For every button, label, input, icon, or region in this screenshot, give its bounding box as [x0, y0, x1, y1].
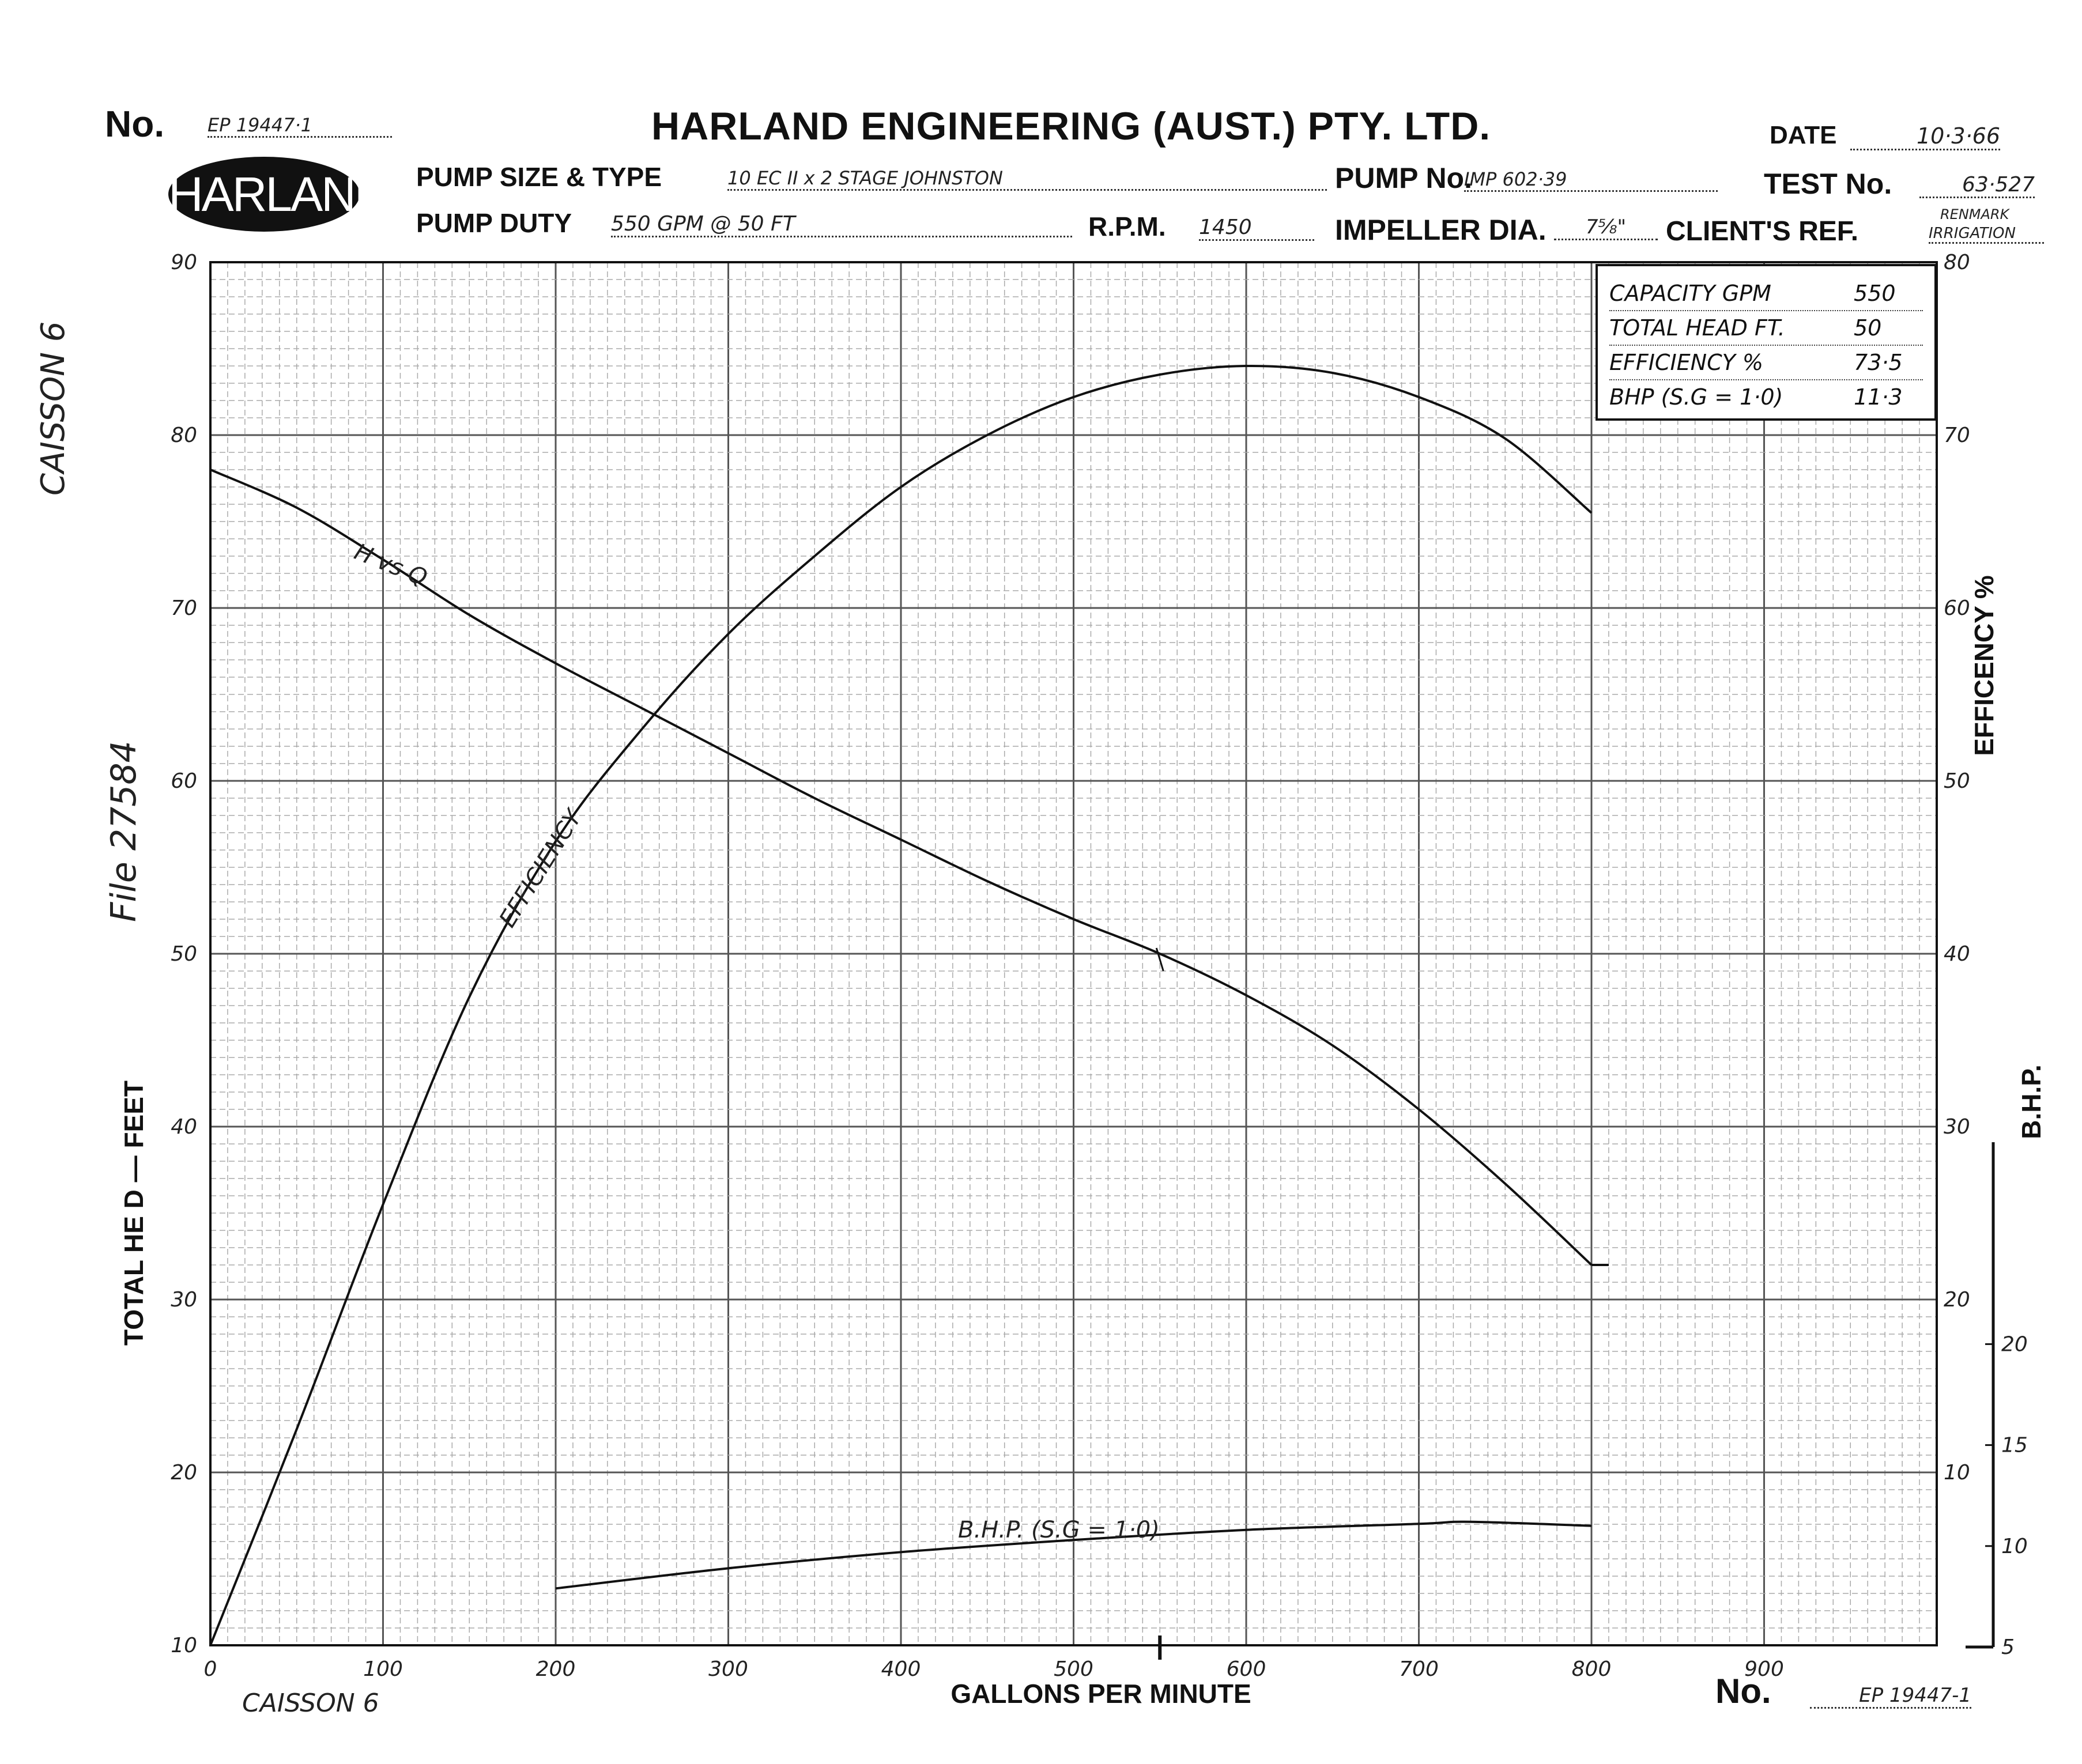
bhp-curve-label: B.H.P. (S.G = 1·0) [958, 1517, 1160, 1543]
x-tick-label: 300 [708, 1657, 748, 1681]
y-tick-label: 50 [171, 942, 197, 966]
bhp-tick-label: 10 [2001, 1535, 2028, 1558]
x-tick-label: 200 [536, 1657, 576, 1681]
y-tick-label: 20 [171, 1461, 197, 1485]
bhp-curve [555, 1520, 1592, 1590]
duty-table: CAPACITY GPM 550 TOTAL HEAD FT. 50 EFFICIE… [1596, 264, 1937, 421]
duty-row-bhp: BHP (S.G = 1·0) 11·3 [1609, 380, 1923, 414]
x-axis-title: GALLONS PER MINUTE [951, 1679, 1251, 1709]
chart-grid [209, 261, 1938, 1646]
bhp-axis: 5 10 15 20 [1966, 1142, 2028, 1659]
doc-number-label: No. [105, 103, 165, 145]
y3-axis-title: B.H.P. [2016, 1064, 2046, 1139]
x-tick-label: 400 [881, 1657, 921, 1681]
test-no-label: TEST No. [1764, 168, 1892, 200]
y-tick-label: 90 [171, 251, 197, 274]
y2-tick-label: 20 [1944, 1288, 1970, 1312]
x-tick-label: 900 [1744, 1657, 1784, 1681]
x-tick-label: 600 [1227, 1657, 1266, 1681]
bhp-tick-label: 15 [2001, 1434, 2028, 1457]
duty-label: EFFICIENCY % [1609, 350, 1764, 375]
company-title: HARLAND ENGINEERING (AUST.) PTY. LTD. [651, 104, 1491, 148]
client-ref-value-line2: IRRIGATION [1929, 225, 2044, 244]
rpm-value: 1450 [1199, 216, 1314, 241]
y-tick-label: 60 [171, 769, 197, 793]
footer-number-value: EP 19447-1 [1810, 1684, 1971, 1709]
duty-label: TOTAL HEAD FT. [1609, 315, 1785, 341]
efficiency-curve [209, 364, 1593, 1646]
plot-frame [209, 261, 1938, 1646]
y-tick-label: 70 [171, 596, 197, 620]
y2-tick-label: 70 [1944, 424, 1970, 447]
y2-tick-label: 50 [1944, 769, 1970, 793]
hq-curve [210, 469, 1593, 1266]
y-tick-label: 10 [171, 1634, 197, 1657]
client-ref-label: CLIENT'S REF. [1666, 216, 1859, 247]
duty-value: 73·5 [1854, 350, 1903, 375]
impeller-dia-label: IMPELLER DIA. [1335, 214, 1547, 246]
caisson-note-bottom: CAISSON 6 [242, 1689, 379, 1718]
date-label: DATE [1770, 121, 1837, 149]
y2-tick-label: 10 [1944, 1461, 1970, 1485]
x-tick-label: 100 [363, 1657, 403, 1681]
pump-duty-value: 550 GPM @ 50 FT [611, 212, 1072, 237]
client-ref-value-line1: RENMARK [1940, 206, 2009, 222]
y2-tick-label: 80 [1944, 251, 1970, 274]
pump-duty-label: PUMP DUTY [416, 208, 572, 238]
y2-tick-label: 30 [1944, 1115, 1970, 1139]
date-value: 10·3·66 [1850, 123, 2000, 150]
duty-label: BHP (S.G = 1·0) [1609, 384, 1783, 410]
rpm-label: R.P.M. [1088, 211, 1166, 241]
pump-size-label: PUMP SIZE & TYPE [416, 162, 662, 192]
hq-curve-label: H vs Q [350, 539, 431, 592]
y-tick-label: 30 [171, 1288, 197, 1312]
bhp-tick-label: 20 [2001, 1332, 2028, 1356]
y2-tick-label: 40 [1944, 942, 1970, 966]
impeller-dia-value: 7⅝" [1554, 216, 1658, 240]
y-tick-label: 80 [171, 424, 197, 447]
y-axis-title: TOTAL HE D — FEET [119, 1081, 149, 1346]
x-tick-label: 0 [204, 1657, 217, 1681]
x-tick-label: 500 [1054, 1657, 1093, 1681]
duty-value: 50 [1854, 315, 1882, 341]
test-no-value: 63·527 [1919, 173, 2035, 198]
footer-number-label: No. [1715, 1672, 1771, 1710]
efficiency-curve-label: EFFICIENCY [494, 804, 588, 932]
duty-row-capacity: CAPACITY GPM 550 [1609, 277, 1923, 311]
x-tick-label: 800 [1572, 1657, 1612, 1681]
caisson-note-top: CAISSON 6 [35, 321, 72, 496]
duty-row-head: TOTAL HEAD FT. 50 [1609, 311, 1923, 346]
y2-axis-title: EFFICENCY % [1969, 575, 1999, 756]
doc-number-value: EP 19447·1 [208, 114, 392, 138]
bhp-tick-label: 5 [2001, 1635, 2015, 1659]
chart-curves [209, 364, 1609, 1660]
duty-value: 550 [1854, 281, 1896, 306]
duty-value: 11·3 [1854, 384, 1903, 410]
duty-label: CAPACITY GPM [1609, 281, 1771, 306]
pump-no-label: PUMP No. [1335, 162, 1472, 194]
pump-size-value: 10 EC II x 2 STAGE JOHNSTON [727, 167, 1327, 191]
y2-tick-label: 60 [1944, 596, 1970, 620]
y-tick-label: 40 [171, 1115, 197, 1139]
file-number-note: File 27584 [104, 741, 144, 922]
axis-ticks: 0 100 200 300 400 500 600 700 800 900 10 20 30 40 50 60… [171, 251, 1970, 1681]
duty-row-efficiency: EFFICIENCY % 73·5 [1609, 346, 1923, 380]
pump-no-value: IMP 602·39 [1464, 168, 1718, 192]
duty-point-marker [1155, 947, 1164, 972]
x-tick-label: 700 [1399, 1657, 1439, 1681]
